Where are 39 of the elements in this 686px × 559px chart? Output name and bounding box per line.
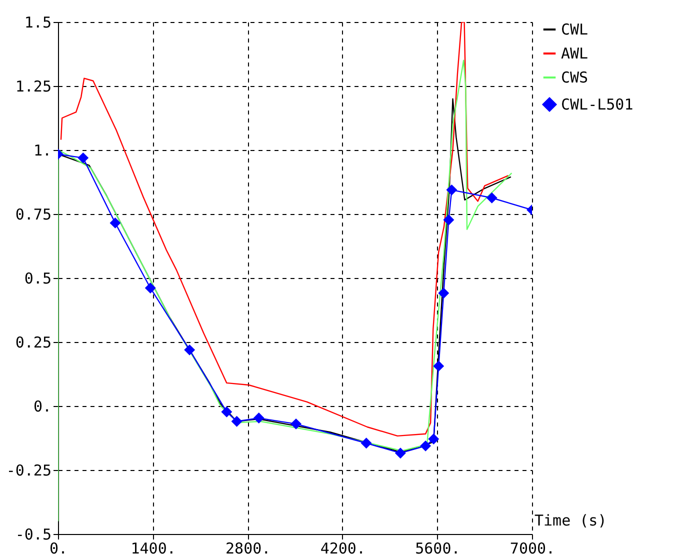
line-series <box>58 60 512 522</box>
y-tick-label: -0.25 <box>6 462 52 480</box>
y-tick-label: 1.5 <box>24 14 52 32</box>
line-series <box>60 22 509 437</box>
point <box>253 412 264 424</box>
point <box>428 434 440 444</box>
x-tick-label: 0. <box>49 540 68 558</box>
x-tick-label: 7000. <box>510 540 556 558</box>
y-tick-label: 1. <box>33 142 52 160</box>
point <box>420 440 432 452</box>
point <box>231 416 242 427</box>
point <box>290 418 302 430</box>
x-axis-title: Time (s) <box>534 512 607 530</box>
y-tick-label: 0.5 <box>24 270 52 288</box>
y-tick-label: 0.75 <box>15 206 52 224</box>
point <box>110 217 121 228</box>
legend-label: AWL <box>561 44 588 62</box>
legend-label: CWS <box>561 68 588 86</box>
y-tick-label: 0. <box>33 398 52 416</box>
point <box>443 214 454 226</box>
point <box>184 344 196 356</box>
y-tick-label: -0.5 <box>15 526 52 544</box>
point <box>394 448 406 459</box>
point <box>438 288 450 299</box>
point <box>221 406 232 418</box>
x-tick-label: 4200. <box>320 540 366 558</box>
x-tick-label: 2800. <box>226 540 271 558</box>
point <box>360 438 372 449</box>
x-tick-label: 1400. <box>130 540 176 558</box>
y-tick-label: 1.25 <box>15 78 52 96</box>
y-tick-label: 0.25 <box>15 334 52 352</box>
x-tick-label: 5600. <box>415 540 460 558</box>
point <box>446 184 458 196</box>
legend-label: CWL <box>561 20 588 38</box>
legend-label: CWL-L501 <box>561 96 634 114</box>
point <box>433 360 444 372</box>
point <box>144 282 156 294</box>
point <box>486 192 498 204</box>
point <box>78 152 89 164</box>
